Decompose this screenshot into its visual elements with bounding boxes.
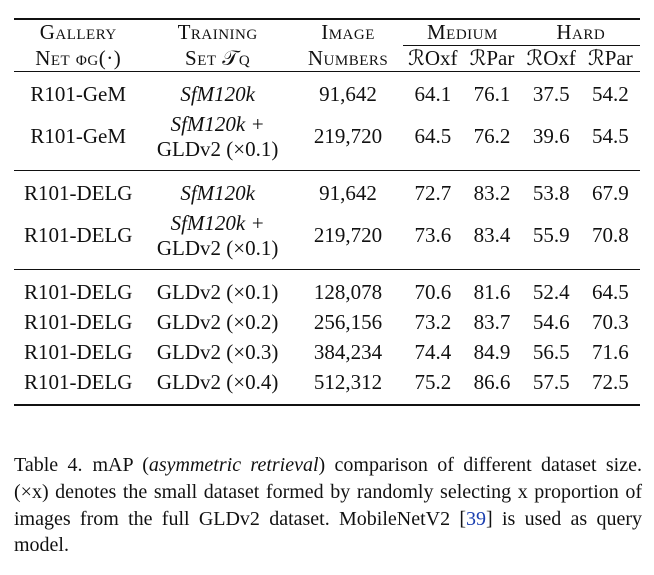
cell-medium-rpar: 83.7: [473, 310, 511, 335]
cell-image-numbers: 91,642: [319, 181, 377, 206]
cell-medium-roxf: 72.7: [414, 181, 452, 206]
cell-medium-rpar: 83.4: [473, 223, 511, 248]
header-medium-rpar: ℛPar: [469, 45, 515, 70]
cell-hard-rpar: 67.9: [592, 181, 629, 206]
table-caption: Table 4. mAP (asymmetric retrieval) compa…: [14, 452, 642, 559]
header-image-numbers: Numbers: [307, 45, 389, 70]
caption-emphasis: asymmetric retrieval: [148, 454, 319, 476]
table-row: R101-GeM SfM120k 91,642 64.1 76.1 37.5 5…: [14, 71, 640, 110]
table-row: R101-GeM SfM120k + GLDv2 (×0.1) 219,720 …: [14, 110, 640, 171]
header-image: Image: [321, 20, 375, 45]
cell-hard-rpar: 54.5: [592, 124, 629, 149]
cell-gallery-net: R101-DELG: [23, 223, 133, 248]
header-gallery-net: Net ϕg(·): [35, 45, 122, 70]
cell-image-numbers: 512,312: [313, 370, 383, 395]
cell-hard-rpar: 72.5: [592, 370, 629, 395]
cell-training-set: GLDv2 (×0.4): [156, 370, 279, 395]
cell-hard-roxf: 37.5: [532, 82, 570, 107]
header-hard-rpar: ℛPar: [588, 45, 633, 70]
header-hard-roxf: ℛOxf: [526, 45, 576, 70]
cell-image-numbers: 384,234: [313, 340, 383, 365]
cell-training-set-line2: GLDv2 (×0.1): [156, 136, 279, 161]
header-training-set: Set 𝒯q: [185, 45, 251, 70]
cell-hard-rpar: 71.6: [592, 340, 629, 365]
cell-gallery-net: R101-DELG: [23, 310, 133, 335]
table-row: R101-DELG GLDv2 (×0.1) 128,078 70.6 81.6…: [14, 269, 640, 308]
cell-gallery-net: R101-DELG: [23, 340, 133, 365]
cell-hard-roxf: 57.5: [532, 370, 570, 395]
cell-gallery-net: R101-DELG: [23, 370, 133, 395]
cell-gallery-net: R101-GeM: [30, 82, 127, 107]
cell-medium-rpar: 76.1: [473, 82, 511, 107]
cell-hard-rpar: 64.5: [592, 280, 629, 305]
cell-image-numbers: 91,642: [319, 82, 377, 107]
results-table: Gallery Training Image Medium Hard Net ϕ…: [14, 18, 640, 406]
cell-medium-roxf: 70.6: [414, 280, 452, 305]
cell-medium-roxf: 74.4: [414, 340, 452, 365]
cell-hard-rpar: 54.2: [592, 82, 629, 107]
cell-medium-rpar: 84.9: [473, 340, 511, 365]
table-row: R101-DELG GLDv2 (×0.4) 512,312 75.2 86.6…: [14, 368, 640, 405]
table-row: R101-DELG GLDv2 (×0.3) 384,234 74.4 84.9…: [14, 338, 640, 368]
cell-hard-roxf: 54.6: [532, 310, 570, 335]
section-gem: R101-GeM SfM120k 91,642 64.1 76.1 37.5 5…: [14, 71, 640, 170]
cell-medium-roxf: 73.2: [414, 310, 452, 335]
section-delg-sfm: R101-DELG SfM120k 91,642 72.7 83.2 53.8 …: [14, 170, 640, 269]
cell-hard-roxf: 53.8: [532, 181, 570, 206]
caption-label: Table 4.: [14, 454, 83, 476]
cell-training-set-line2: GLDv2 (×0.1): [156, 235, 279, 260]
cell-training-set: SfM120k + GLDv2 (×0.1): [142, 209, 292, 270]
header-training: Training: [177, 20, 258, 45]
cell-medium-rpar: 76.2: [473, 124, 511, 149]
cell-training-set: GLDv2 (×0.1): [156, 280, 279, 305]
cell-hard-roxf: 39.6: [532, 124, 570, 149]
cell-training-set: SfM120k: [180, 181, 255, 206]
cell-hard-roxf: 55.9: [532, 223, 570, 248]
cell-medium-rpar: 83.2: [473, 181, 511, 206]
section-delg-gldv2: R101-DELG GLDv2 (×0.1) 128,078 70.6 81.6…: [14, 269, 640, 405]
cell-medium-rpar: 86.6: [473, 370, 511, 395]
cell-training-set: GLDv2 (×0.3): [156, 340, 279, 365]
cell-image-numbers: 219,720: [313, 124, 383, 149]
header-gallery: Gallery: [39, 20, 117, 45]
header-hard: Hard: [521, 19, 640, 46]
cell-training-set: SfM120k: [180, 82, 255, 107]
cell-medium-roxf: 75.2: [414, 370, 452, 395]
table-row: R101-DELG SfM120k 91,642 72.7 83.2 53.8 …: [14, 170, 640, 209]
cell-image-numbers: 219,720: [313, 223, 383, 248]
cell-training-set-line1: SfM120k +: [170, 112, 265, 137]
cell-image-numbers: 256,156: [313, 310, 383, 335]
table-row: R101-DELG GLDv2 (×0.2) 256,156 73.2 83.7…: [14, 308, 640, 338]
caption-text-3: ] is used as query model.: [14, 507, 643, 557]
cell-hard-roxf: 56.5: [532, 340, 570, 365]
cell-hard-roxf: 52.4: [532, 280, 570, 305]
cell-training-set: GLDv2 (×0.2): [156, 310, 279, 335]
cell-training-set: SfM120k + GLDv2 (×0.1): [142, 110, 292, 171]
cell-gallery-net: R101-DELG: [23, 280, 133, 305]
cell-medium-roxf: 64.1: [414, 82, 452, 107]
cell-medium-roxf: 73.6: [414, 223, 452, 248]
cell-hard-rpar: 70.8: [592, 223, 629, 248]
cell-gallery-net: R101-DELG: [23, 181, 133, 206]
caption-text-1: mAP (: [92, 454, 149, 476]
cell-medium-roxf: 64.5: [414, 124, 452, 149]
cell-hard-rpar: 70.3: [592, 310, 629, 335]
cell-gallery-net: R101-GeM: [30, 124, 127, 149]
cell-image-numbers: 128,078: [313, 280, 383, 305]
table-row: R101-DELG SfM120k + GLDv2 (×0.1) 219,720…: [14, 209, 640, 270]
cell-medium-rpar: 81.6: [473, 280, 511, 305]
header-medium: Medium: [403, 19, 522, 46]
citation-link[interactable]: 39: [466, 507, 487, 530]
cell-training-set-line1: SfM120k +: [170, 211, 265, 236]
header-medium-roxf: ℛOxf: [408, 45, 458, 70]
caption-text-2: ) comparison of different dataset size. …: [14, 454, 642, 530]
